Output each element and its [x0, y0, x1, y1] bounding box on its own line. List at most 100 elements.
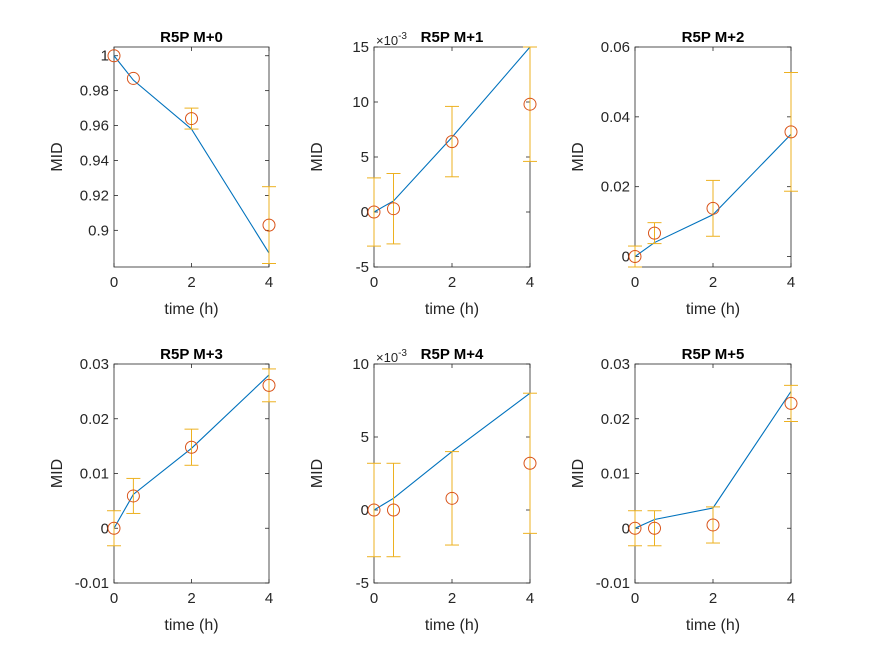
- x-tick-label: 4: [787, 274, 795, 291]
- data-point: [107, 521, 121, 535]
- error-bar: [262, 186, 276, 265]
- x-tick-label: 0: [110, 590, 118, 607]
- error-bar: [126, 477, 141, 514]
- data-point: [706, 201, 720, 215]
- y-tick-label: -5: [356, 259, 369, 276]
- model-line: [373, 46, 531, 213]
- y-tick-label: 0.98: [80, 83, 109, 100]
- data-point: [523, 456, 537, 470]
- x-tick-label: 2: [187, 590, 195, 607]
- x-tick-label: 0: [110, 274, 118, 291]
- x-tick-label: 4: [526, 274, 534, 291]
- data-point: [784, 125, 798, 139]
- data-point: [126, 489, 140, 503]
- y-tick-label: 15: [352, 39, 369, 56]
- subplot-title: R5P M+4: [421, 346, 484, 363]
- y-tick-label: 0: [361, 204, 369, 221]
- y-axis-label: MID: [570, 459, 587, 488]
- y-axis-label: MID: [309, 142, 326, 171]
- subplot-1: 0 2 4 0.9 0.92 0.94 0.96 0.98 1 R5P M+0 time (h) MI…: [49, 29, 276, 318]
- data-point: [784, 396, 798, 410]
- y-scale-exponent: -3: [398, 31, 407, 42]
- error-bar: [706, 179, 720, 237]
- y-tick-label: 0.01: [80, 466, 109, 483]
- x-tick-label: 0: [631, 590, 639, 607]
- error-bar: [367, 462, 381, 558]
- y-tick-label: 0.94: [80, 152, 109, 169]
- error-bar: [386, 462, 401, 558]
- error-bar: [784, 384, 798, 422]
- error-bar: [386, 173, 401, 245]
- error-bar: [523, 392, 537, 534]
- x-tick-label: 4: [526, 590, 534, 607]
- x-axis-label: time (h): [425, 301, 479, 318]
- error-bar: [367, 177, 381, 247]
- x-tick-label: 2: [187, 274, 195, 291]
- error-bar: [184, 428, 199, 466]
- y-tick-label: 0.03: [80, 356, 109, 373]
- y-scale-exponent: -3: [398, 348, 407, 359]
- model-line: [634, 133, 792, 257]
- x-axis-label: time (h): [164, 617, 218, 634]
- error-bar: [628, 510, 642, 547]
- data-point: [185, 440, 198, 454]
- data-point: [445, 491, 459, 505]
- x-tick-label: 4: [265, 590, 273, 607]
- y-axis-label: MID: [49, 142, 66, 171]
- error-bar: [445, 105, 459, 178]
- y-tick-label: 0.01: [601, 466, 630, 483]
- data-point: [706, 518, 720, 532]
- y-tick-label: 10: [352, 356, 369, 373]
- y-scale-multiplier: ×10-3: [376, 31, 407, 48]
- subplot-3: 0 2 4 0 0.02 0.04 0.06 R5P M+2 time (h) MID: [570, 29, 798, 318]
- data-point: [628, 250, 642, 264]
- y-tick-label: 0: [101, 520, 109, 537]
- y-scale-multiplier: ×10-3: [376, 348, 407, 365]
- x-tick-label: 2: [448, 274, 456, 291]
- x-axis-label: time (h): [686, 301, 740, 318]
- y-tick-label: 0: [361, 502, 369, 519]
- data-point: [648, 226, 661, 240]
- data-point: [387, 503, 400, 517]
- y-tick-label: 10: [352, 94, 369, 111]
- plot-area: [113, 46, 270, 268]
- x-tick-label: 4: [787, 590, 795, 607]
- y-tick-label: 0.02: [601, 179, 630, 196]
- y-tick-label: -0.01: [75, 575, 109, 592]
- x-axis-label: time (h): [425, 617, 479, 634]
- x-tick-label: 0: [370, 274, 378, 291]
- data-point: [185, 112, 198, 126]
- y-axis-label: MID: [570, 142, 587, 171]
- model-line: [113, 55, 270, 254]
- model-line: [634, 391, 792, 529]
- data-point: [367, 503, 381, 517]
- y-tick-label: 0.04: [601, 109, 630, 126]
- x-tick-label: 0: [631, 274, 639, 291]
- y-tick-label: 0.06: [601, 39, 630, 56]
- y-tick-label: 0.92: [80, 187, 109, 204]
- data-point: [107, 49, 121, 63]
- subplot-title: R5P M+5: [682, 346, 745, 363]
- subplot-title: R5P M+0: [160, 29, 223, 46]
- x-tick-label: 2: [448, 590, 456, 607]
- subplot-title: R5P M+2: [682, 29, 745, 46]
- subplot-title: R5P M+1: [421, 29, 484, 46]
- x-tick-label: 2: [709, 590, 717, 607]
- error-bar: [706, 506, 720, 544]
- data-point: [523, 97, 537, 111]
- error-bar: [445, 451, 459, 546]
- model-line: [373, 392, 531, 511]
- y-tick-label: 0: [622, 249, 630, 266]
- y-tick-label: 0.9: [88, 222, 109, 239]
- x-tick-label: 4: [265, 274, 273, 291]
- y-tick-label: 0.02: [80, 411, 109, 428]
- subplot-title: R5P M+3: [160, 346, 223, 363]
- error-bar: [262, 368, 276, 403]
- x-axis-label: time (h): [686, 617, 740, 634]
- y-axis-label: MID: [49, 459, 66, 488]
- y-tick-label: 0.96: [80, 118, 109, 135]
- error-bar: [784, 71, 798, 192]
